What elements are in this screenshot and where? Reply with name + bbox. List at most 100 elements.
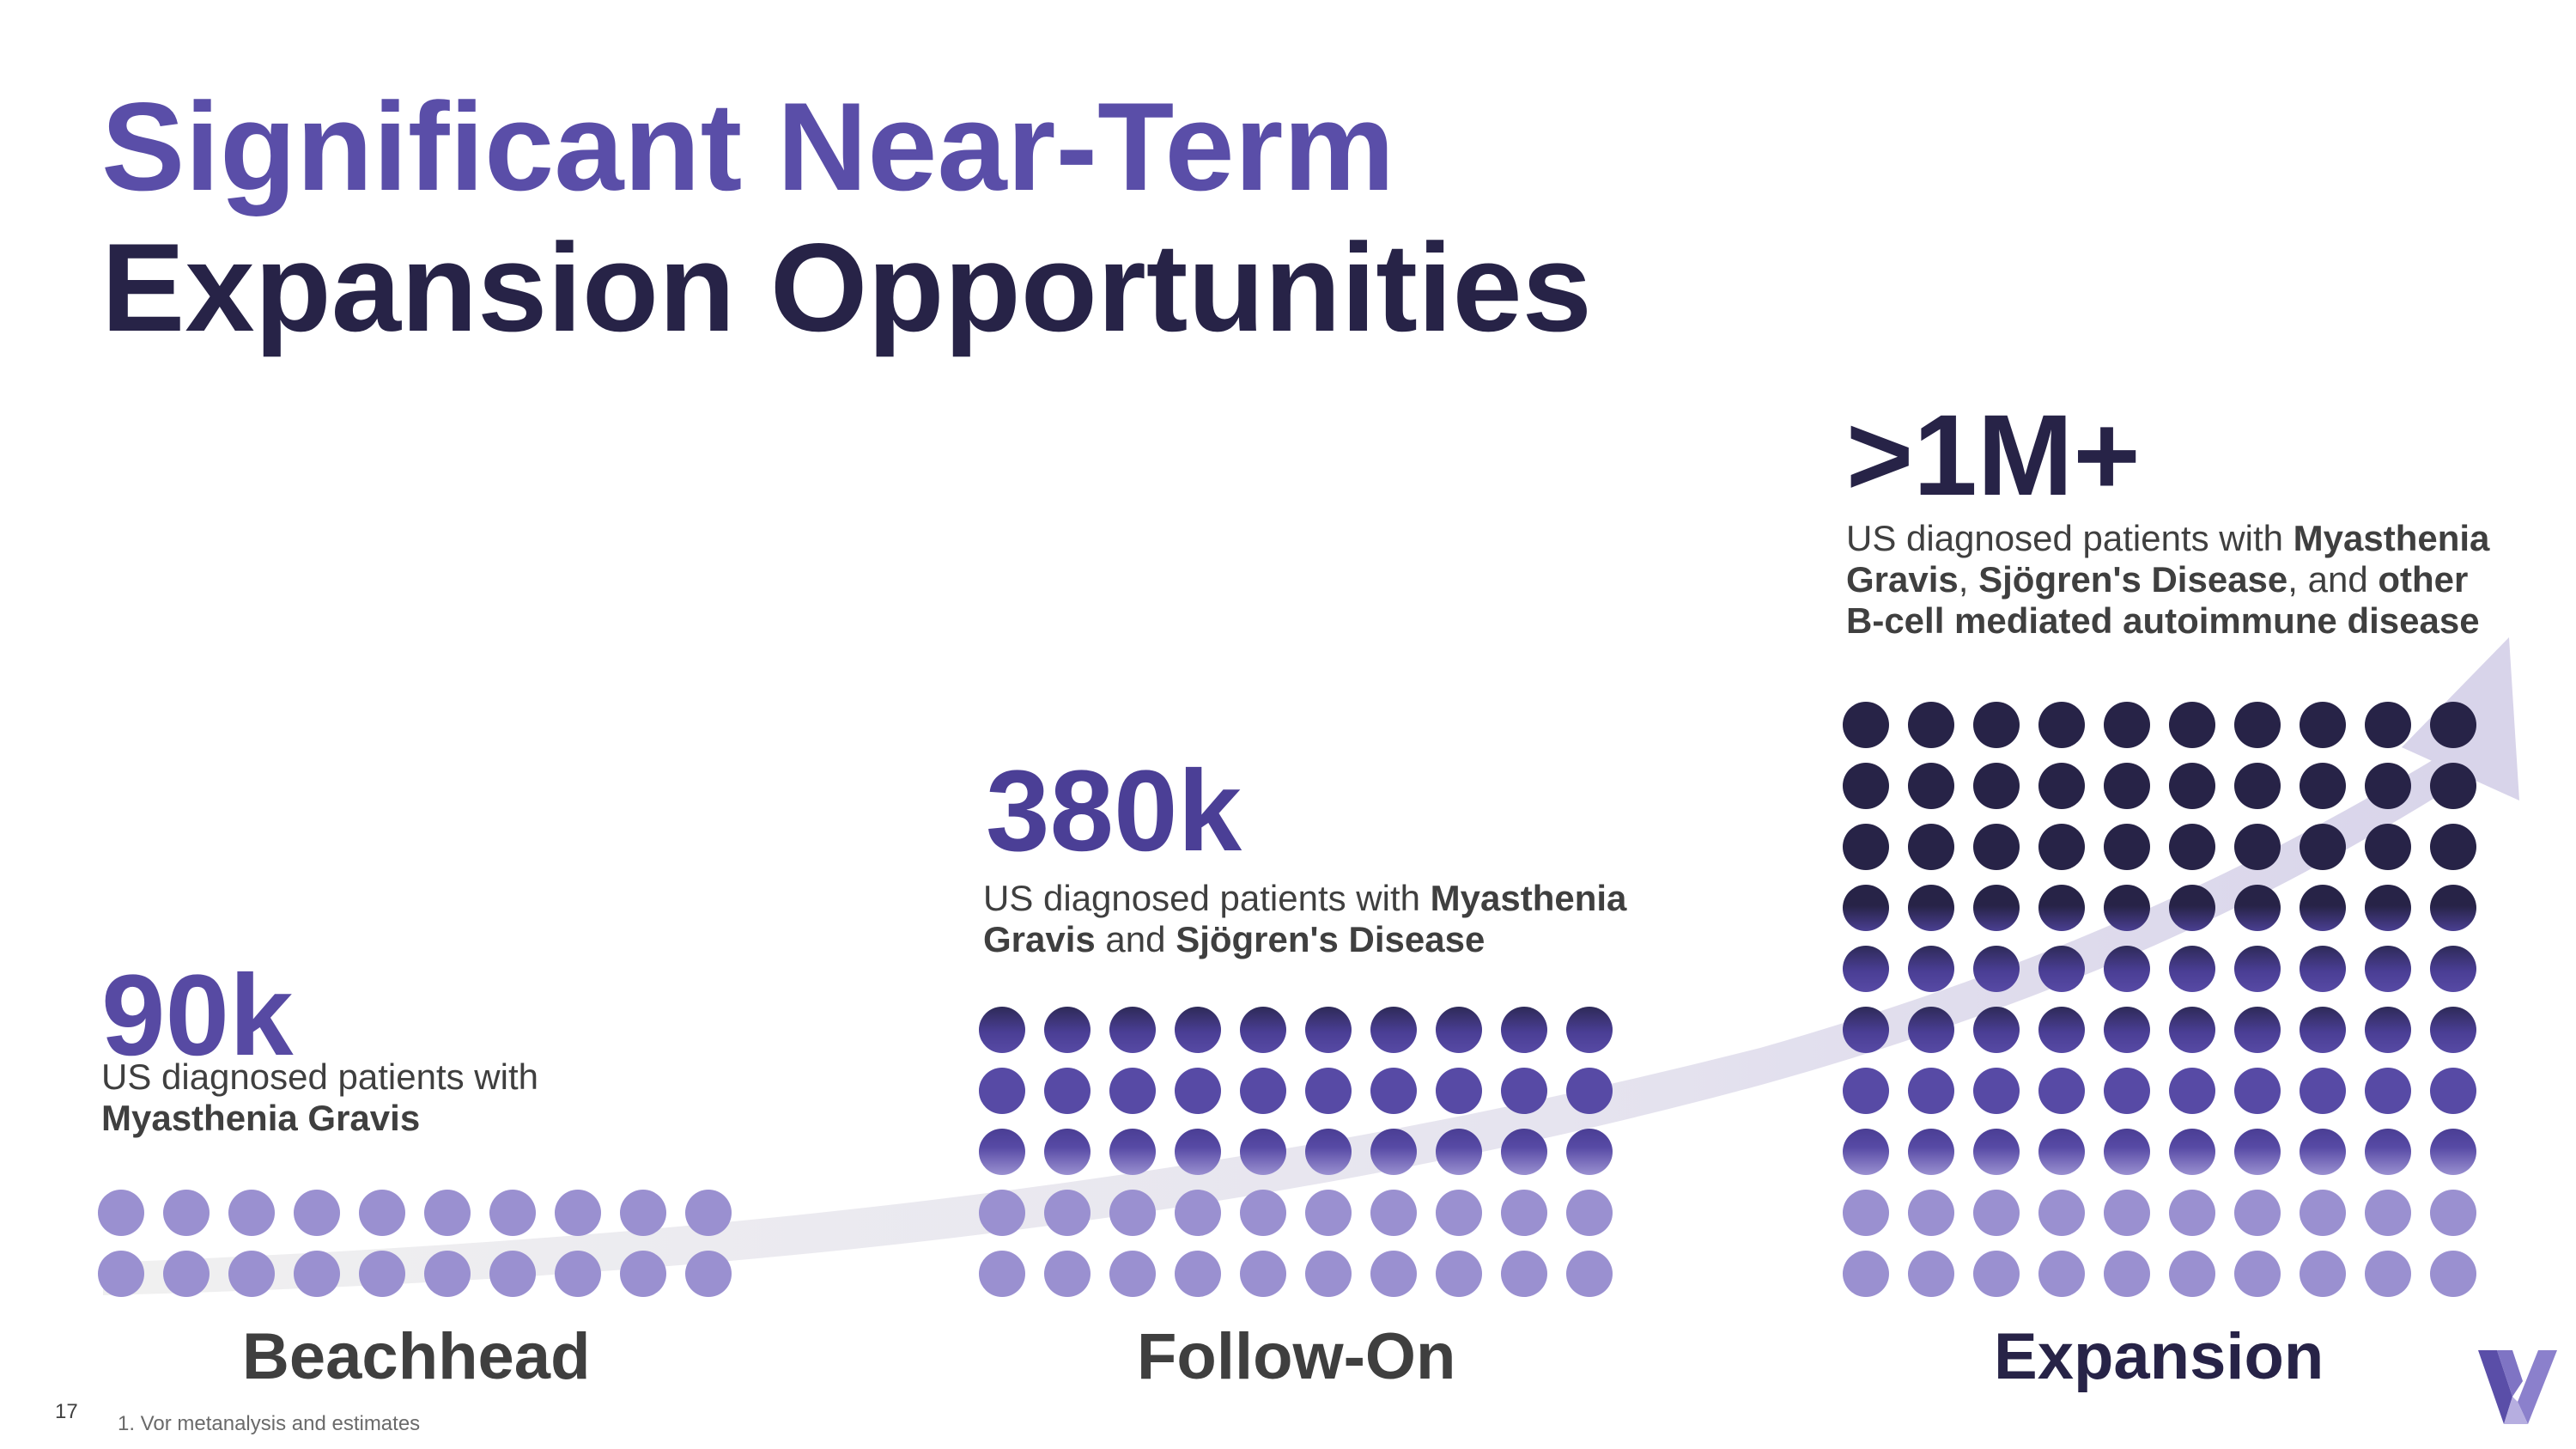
patient-dot [1908,1068,1954,1114]
patient-dot [1843,763,1889,809]
patient-dot [1305,1251,1352,1297]
patient-dot [2169,1007,2215,1053]
description-segment: Gravis [983,919,1096,959]
description-segment: Myasthenia [2293,518,2490,558]
patient-dot [294,1190,340,1236]
patient-dot [1370,1068,1417,1114]
patient-dot [2300,1129,2346,1175]
patient-dot [2038,824,2085,870]
patient-dot [2430,946,2476,992]
patient-dot [2300,885,2346,931]
patient-dot [1973,702,2020,748]
patient-dot [979,1068,1025,1114]
description-segment: and [1095,919,1176,959]
patient-dot [1370,1190,1417,1236]
patient-dot [2300,1068,2346,1114]
footnote: 1. Vor metanalysis and estimates [118,1412,421,1435]
patient-dot [1843,1190,1889,1236]
patient-dot [1044,1190,1091,1236]
stage-label-expansion: Expansion [1994,1320,2324,1393]
patient-dot [1109,1068,1156,1114]
patient-dot [1175,1129,1221,1175]
stat-expansion-value: >1M+ [1846,392,2141,520]
page-title-line-1: Significant Near-Term [101,76,1395,216]
patient-dot [1044,1007,1091,1053]
patient-dot [1908,702,1954,748]
patient-dot [1843,702,1889,748]
patient-dot [2038,946,2085,992]
patient-dot [1436,1190,1482,1236]
patient-dot [489,1190,536,1236]
patient-dot [2038,1007,2085,1053]
patient-dot [424,1190,471,1236]
patient-dot [1305,1129,1352,1175]
patient-dot [2038,702,2085,748]
patient-dot [2234,1190,2281,1236]
patient-dot [1501,1129,1547,1175]
patient-dot [2365,1251,2411,1297]
patient-dot [2234,763,2281,809]
description-segment: US diagnosed patients with [101,1056,538,1097]
patient-dot [1109,1129,1156,1175]
patient-dot [2038,1129,2085,1175]
stat-follow-on-value: 380k [986,747,1242,875]
patient-dot [1240,1129,1286,1175]
patient-dot [1566,1190,1613,1236]
patient-dot [2430,702,2476,748]
patient-dot [1501,1068,1547,1114]
stat-expansion-description: US diagnosed patients with Myasthenia Gra… [1846,518,2489,642]
patient-dot [1843,1068,1889,1114]
patient-dot [228,1190,275,1236]
patient-dot [1240,1251,1286,1297]
patient-dot [1908,1190,1954,1236]
description-segment: other [2378,559,2469,600]
patient-dot [555,1251,601,1297]
patient-dot [2104,1007,2150,1053]
patient-dot [2365,702,2411,748]
patient-dot [1109,1251,1156,1297]
patient-dot [1908,763,1954,809]
patient-dot [1843,1007,1889,1053]
patient-dot [1044,1068,1091,1114]
patient-dot [1370,1007,1417,1053]
description-segment: Gravis [1846,559,1959,600]
patient-dot [979,1129,1025,1175]
patient-dot [1843,824,1889,870]
patient-dot [1973,946,2020,992]
patient-dot [1370,1251,1417,1297]
patient-dot [2169,702,2215,748]
patient-dot [1305,1068,1352,1114]
patient-dot [2300,1251,2346,1297]
stat-follow-on-description: US diagnosed patients with Myasthenia Gra… [983,878,1626,960]
patient-dot [2430,1007,2476,1053]
stage-label-beachhead: Beachhead [242,1320,591,1393]
arrow-shaft [103,730,2501,1295]
patient-dot [2234,946,2281,992]
patient-dot [2365,1007,2411,1053]
patient-dot [1843,1251,1889,1297]
patient-dot [2104,1190,2150,1236]
patient-dot [2365,1068,2411,1114]
description-segment: B-cell mediated autoimmune disease [1846,600,2480,641]
patient-dot [2365,946,2411,992]
patient-dot [2365,824,2411,870]
patient-dot [1109,1190,1156,1236]
patient-dot [1973,824,2020,870]
description-segment: Myasthenia [1430,878,1627,918]
patient-dot [1501,1190,1547,1236]
patient-dot [2300,702,2346,748]
stage-label-follow-on: Follow-On [1137,1320,1456,1393]
patient-dot [98,1190,144,1236]
patient-dot [1305,1007,1352,1053]
patient-dot [2300,763,2346,809]
patient-dot [1501,1251,1547,1297]
patient-dot [1843,1129,1889,1175]
patient-dot [1175,1068,1221,1114]
patient-dot [620,1190,666,1236]
patient-dot [489,1251,536,1297]
description-segment: US diagnosed patients with [983,878,1431,918]
page-number: 17 [55,1400,78,1423]
patient-dot [1566,1251,1613,1297]
patient-dot [2234,702,2281,748]
patient-dot [1240,1068,1286,1114]
